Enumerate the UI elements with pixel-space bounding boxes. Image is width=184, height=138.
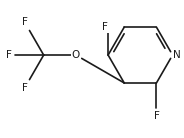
Text: F: F xyxy=(6,50,11,60)
Text: F: F xyxy=(22,83,28,93)
Text: F: F xyxy=(153,111,159,121)
Text: F: F xyxy=(22,17,28,27)
Text: F: F xyxy=(102,22,108,32)
Text: O: O xyxy=(72,50,80,60)
Text: N: N xyxy=(173,50,180,60)
